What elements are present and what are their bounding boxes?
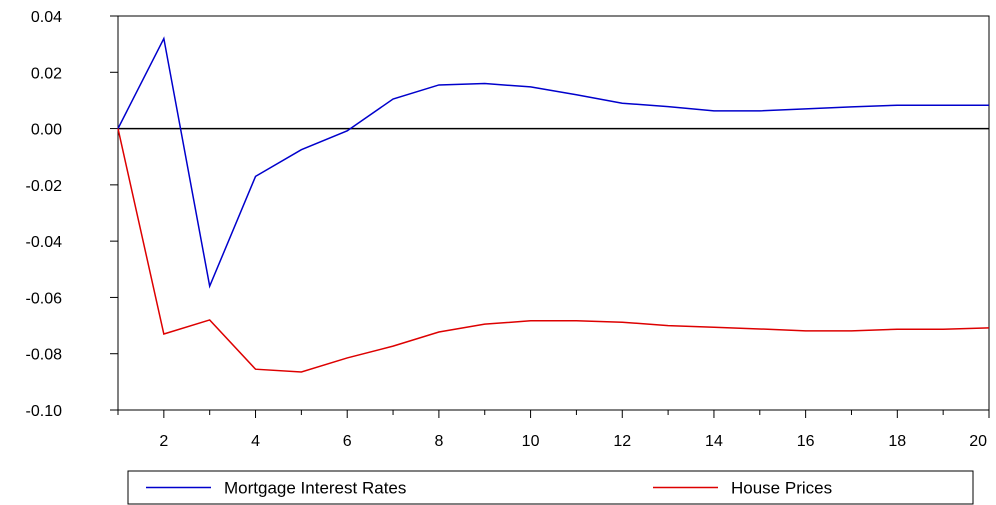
x-tick-label: 18 [888,433,906,450]
y-tick-label: -0.08 [26,347,63,364]
x-tick-label: 16 [797,433,815,450]
legend-label: Mortgage Interest Rates [224,479,406,498]
legend-box [127,470,974,505]
series-line-mortgage-interest-rates [117,36,989,289]
y-tick-label: 0.02 [31,65,62,82]
x-tick-label: 8 [434,433,443,450]
series-line-house-prices [117,128,990,373]
x-tick-label: 20 [969,433,987,450]
x-axis-ticks [117,410,990,418]
series-lines [117,36,990,373]
y-axis-ticks [110,15,118,411]
y-axis-labels: 0.04 0.02 0.00 -0.02 -0.04 -0.06 -0.08 -0.10 [26,9,63,420]
x-tick-label: 12 [613,433,631,450]
x-tick-label: 6 [343,433,352,450]
x-tick-label: 14 [705,433,723,450]
plot-frame [117,15,990,411]
y-tick-label: 0.00 [31,122,62,139]
x-tick-label: 2 [159,433,168,450]
x-tick-label: 4 [251,433,260,450]
y-tick-label: -0.10 [26,403,63,420]
legend-label: House Prices [731,479,832,498]
y-tick-label: -0.04 [26,234,63,251]
x-tick-label: 10 [522,433,540,450]
x-axis-labels: 2 4 6 8 10 12 14 16 18 20 [159,433,987,450]
legend: Mortgage Interest Rates House Prices [127,470,974,505]
y-tick-label: -0.06 [26,290,63,307]
y-tick-label: -0.02 [26,178,63,195]
y-tick-label: 0.04 [31,9,62,26]
